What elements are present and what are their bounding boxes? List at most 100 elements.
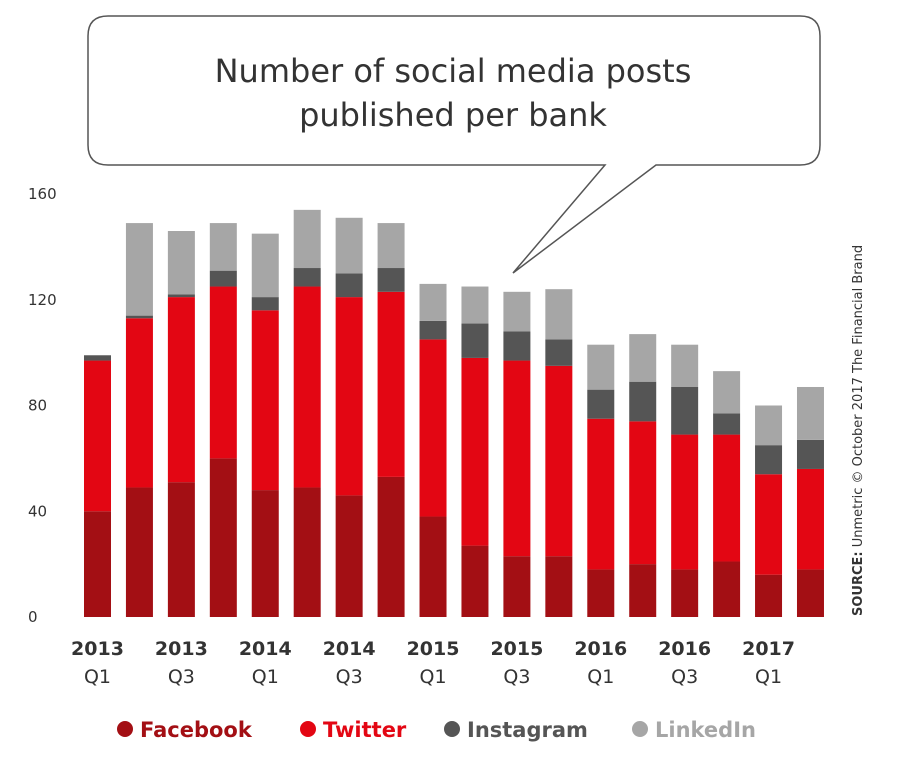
bar-linkedin-15 xyxy=(713,371,741,414)
y-tick-label: 0 xyxy=(28,608,38,626)
legend-label: Twitter xyxy=(323,718,407,742)
bar-instagram-7 xyxy=(377,268,405,292)
bar-facebook-10 xyxy=(503,556,531,617)
bar-instagram-3 xyxy=(209,270,237,287)
bar-facebook-6 xyxy=(335,495,363,617)
bar-instagram-9 xyxy=(461,323,489,358)
x-tick-quarter: Q1 xyxy=(252,666,279,688)
bar-facebook-3 xyxy=(209,458,237,617)
source-label: SOURCE: xyxy=(851,551,866,616)
bar-facebook-1 xyxy=(125,487,153,617)
chart-title-line-2: published per bank xyxy=(299,96,607,134)
bar-twitter-17 xyxy=(796,468,824,570)
x-tick-quarter: Q1 xyxy=(84,666,111,688)
legend-swatch xyxy=(300,721,316,737)
x-tick-quarter: Q1 xyxy=(755,666,782,688)
x-tick-year: 2015 xyxy=(490,638,543,660)
bar-facebook-13 xyxy=(629,564,657,617)
legend: Facebook Twitter Instagram LinkedIn xyxy=(117,718,756,742)
bar-linkedin-3 xyxy=(209,223,237,271)
x-tick-year: 2014 xyxy=(239,638,292,660)
bar-instagram-2 xyxy=(167,294,195,298)
bar-instagram-0 xyxy=(84,355,111,361)
source-text: Unmetric © October 2017 The Financial Br… xyxy=(851,245,866,551)
bar-linkedin-11 xyxy=(545,289,573,340)
bar-twitter-11 xyxy=(545,365,573,557)
x-tick-year: 2013 xyxy=(71,638,124,660)
x-tick-year: 2016 xyxy=(658,638,711,660)
bar-linkedin-14 xyxy=(671,344,699,387)
x-tick-quarter: Q1 xyxy=(587,666,614,688)
source-note: SOURCE: Unmetric © October 2017 The Fina… xyxy=(851,245,866,616)
bar-facebook-5 xyxy=(293,487,321,617)
bar-facebook-17 xyxy=(796,569,824,617)
bar-instagram-14 xyxy=(671,386,699,435)
bar-twitter-13 xyxy=(629,421,657,565)
bar-twitter-8 xyxy=(419,339,447,517)
bar-linkedin-8 xyxy=(419,283,447,321)
bars xyxy=(84,209,824,617)
bar-linkedin-10 xyxy=(503,291,531,332)
x-tick-quarter: Q3 xyxy=(168,666,195,688)
bar-facebook-14 xyxy=(671,569,699,617)
legend-swatch xyxy=(444,721,460,737)
legend-label: LinkedIn xyxy=(655,718,756,742)
bar-facebook-8 xyxy=(419,516,447,617)
bar-facebook-2 xyxy=(167,482,195,617)
x-tick-year: 2013 xyxy=(155,638,208,660)
legend-label: Facebook xyxy=(140,718,253,742)
bar-linkedin-9 xyxy=(461,286,489,324)
bar-facebook-15 xyxy=(713,561,741,617)
chart-title-line-1: Number of social media posts xyxy=(215,52,692,90)
bar-twitter-12 xyxy=(587,418,615,570)
bar-twitter-10 xyxy=(503,360,531,557)
legend-label: Instagram xyxy=(467,718,588,742)
y-tick-label: 40 xyxy=(28,502,47,520)
bar-twitter-4 xyxy=(251,310,279,491)
bar-twitter-16 xyxy=(755,474,783,575)
bar-linkedin-2 xyxy=(167,231,195,295)
bar-linkedin-1 xyxy=(125,223,153,316)
bar-linkedin-13 xyxy=(629,334,657,382)
bar-twitter-2 xyxy=(167,297,195,483)
x-axis-labels: 2013 Q1 2013 Q3 2014 Q1 2014 Q3 2015 Q1 2015 Q3 2016… xyxy=(71,638,795,688)
bar-facebook-9 xyxy=(461,545,489,617)
bar-instagram-6 xyxy=(335,273,363,298)
bar-facebook-12 xyxy=(587,569,615,617)
bar-instagram-11 xyxy=(545,339,573,366)
y-tick-label: 80 xyxy=(28,397,47,415)
bar-instagram-13 xyxy=(629,381,657,422)
legend-item-linkedin: LinkedIn xyxy=(632,718,756,742)
bar-instagram-15 xyxy=(713,413,741,435)
bar-linkedin-16 xyxy=(755,405,783,446)
x-tick-quarter: Q1 xyxy=(419,666,446,688)
x-tick-quarter: Q3 xyxy=(336,666,363,688)
bar-linkedin-17 xyxy=(796,386,824,440)
bar-instagram-17 xyxy=(796,439,824,469)
legend-item-twitter: Twitter xyxy=(300,718,407,742)
bar-twitter-0 xyxy=(84,360,111,512)
bar-facebook-7 xyxy=(377,476,405,617)
bar-linkedin-4 xyxy=(251,233,279,298)
bar-linkedin-5 xyxy=(293,209,321,269)
speech-bubble xyxy=(87,15,821,274)
y-tick-label: 160 xyxy=(28,185,57,203)
bar-twitter-14 xyxy=(671,434,699,570)
bar-instagram-10 xyxy=(503,331,531,361)
x-tick-quarter: Q3 xyxy=(503,666,530,688)
bar-instagram-16 xyxy=(755,445,783,475)
bar-facebook-4 xyxy=(251,490,279,617)
x-tick-year: 2016 xyxy=(574,638,627,660)
chart-title-callout: Number of social media posts published p… xyxy=(87,15,821,274)
x-tick-year: 2014 xyxy=(323,638,376,660)
bar-linkedin-6 xyxy=(335,217,363,274)
x-tick-year: 2017 xyxy=(742,638,795,660)
bar-twitter-3 xyxy=(209,286,237,459)
legend-item-instagram: Instagram xyxy=(444,718,588,742)
bar-facebook-0 xyxy=(84,511,111,617)
svg-text:SOURCE: Unmetric © October 201: SOURCE: Unmetric © October 2017 The Fina… xyxy=(851,245,866,616)
y-axis: 0 40 80 120 160 xyxy=(28,185,57,626)
bar-facebook-11 xyxy=(545,556,573,617)
bar-instagram-4 xyxy=(251,297,279,311)
